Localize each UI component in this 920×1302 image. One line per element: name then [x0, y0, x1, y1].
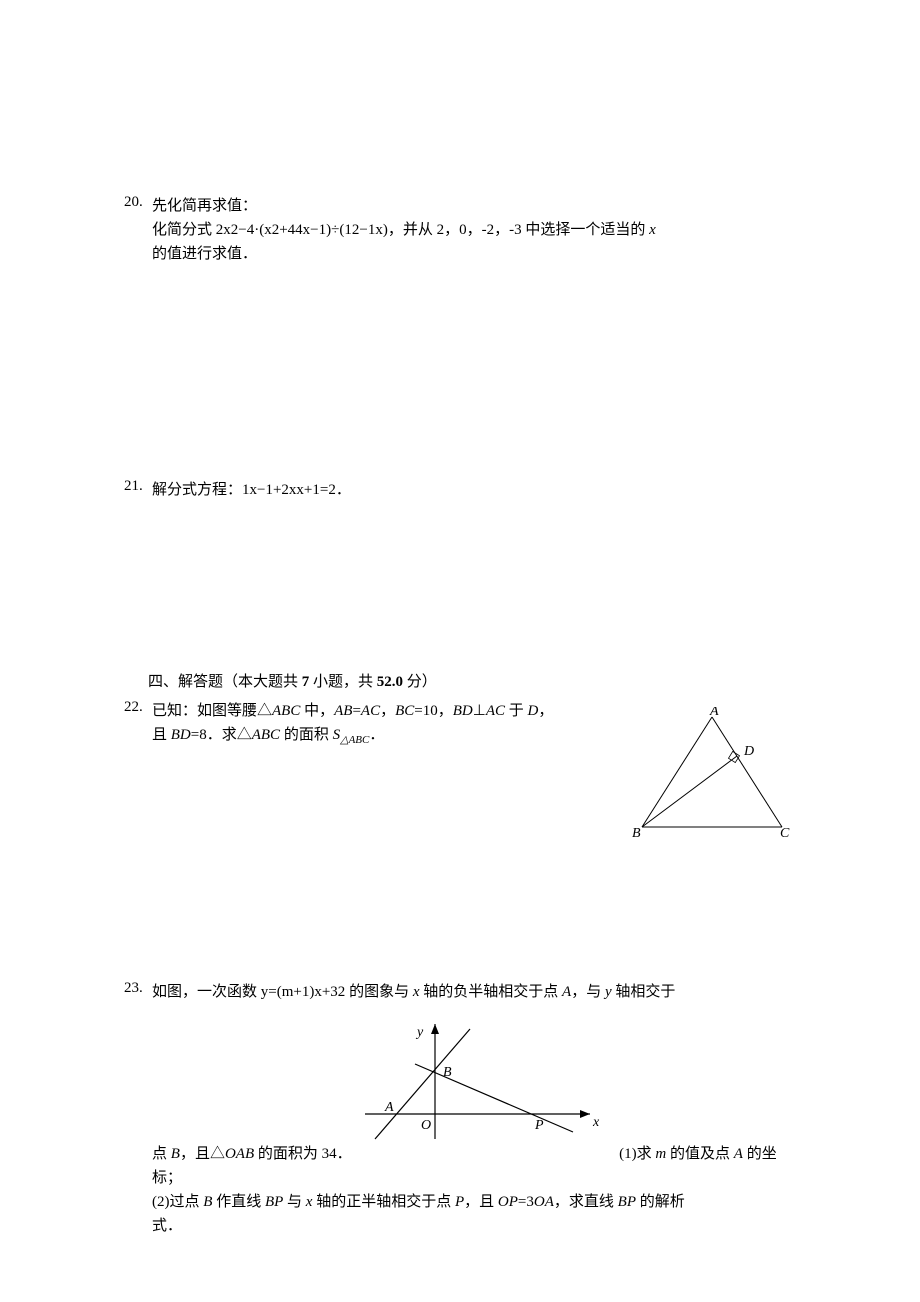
svg-text:D: D: [743, 744, 754, 759]
problem-number: 23.: [124, 980, 143, 997]
problem-body: 如图，一次函数 y=(m+1)x+32 的图象与 x 轴的负半轴相交于点 A，与…: [152, 980, 792, 1238]
svg-text:C: C: [780, 826, 790, 841]
problem-23: 23. 如图，一次函数 y=(m+1)x+32 的图象与 x 轴的负半轴相交于点…: [152, 980, 792, 1238]
problem-20: 20. 先化简再求值： 化简分式 2x2−4·(x2+44x−1)÷(12−1x…: [152, 194, 792, 266]
section-header-4: 四、解答题（本大题共 7 小题，共 52.0 分）: [148, 670, 792, 691]
svg-text:B: B: [443, 1065, 452, 1080]
coordinate-figure: y x A B O P: [355, 1014, 615, 1144]
problem-body: 解分式方程：1x−1+2xx+1=2．: [152, 478, 792, 502]
problem-body: 先化简再求值： 化简分式 2x2−4·(x2+44x−1)÷(12−1x)，并从…: [152, 194, 792, 266]
svg-text:P: P: [534, 1118, 544, 1133]
svg-text:O: O: [421, 1118, 431, 1133]
svg-text:x: x: [592, 1115, 600, 1130]
problem-number: 20.: [124, 194, 143, 211]
problem-22: 22. 已知：如图等腰△ABC 中，AB=AC，BC=10，BD⊥AC 于 D，…: [152, 699, 792, 750]
svg-text:B: B: [632, 826, 641, 841]
svg-text:A: A: [709, 707, 719, 719]
problem-number: 21.: [124, 478, 143, 495]
svg-text:y: y: [415, 1025, 424, 1040]
problem-number: 22.: [124, 699, 143, 716]
triangle-figure: A B C D: [622, 707, 802, 847]
problem-21: 21. 解分式方程：1x−1+2xx+1=2．: [152, 478, 792, 502]
svg-text:A: A: [384, 1100, 394, 1115]
